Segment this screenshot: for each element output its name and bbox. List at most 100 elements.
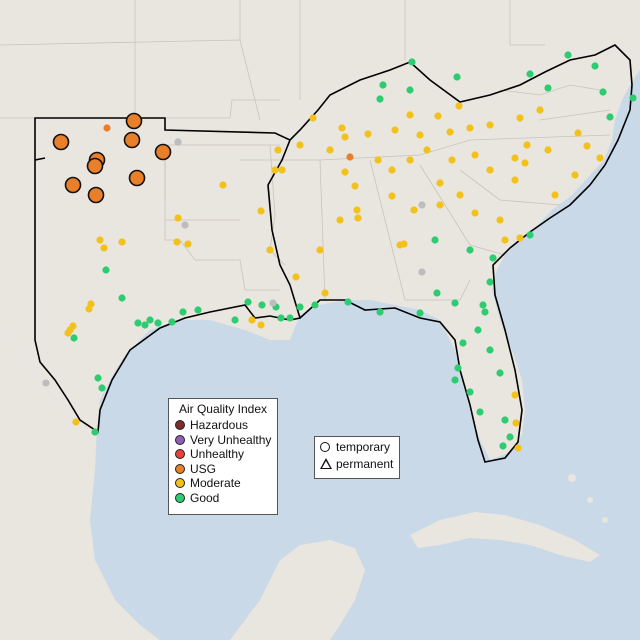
monitor-site-marker[interactable] [70, 334, 78, 342]
monitor-site-marker[interactable] [410, 206, 418, 214]
monitor-site-marker[interactable] [431, 236, 439, 244]
monitor-site-marker[interactable] [269, 299, 277, 307]
monitor-site-marker[interactable] [451, 299, 459, 307]
monitor-site-marker[interactable] [516, 114, 524, 122]
monitor-site-marker[interactable] [466, 246, 474, 254]
monitor-site-marker[interactable] [69, 322, 77, 330]
monitor-site-marker[interactable] [606, 113, 614, 121]
monitor-site-marker[interactable] [86, 157, 104, 175]
monitor-site-marker[interactable] [459, 339, 467, 347]
monitor-site-marker[interactable] [311, 301, 319, 309]
monitor-site-marker[interactable] [512, 419, 520, 427]
monitor-site-marker[interactable] [344, 298, 352, 306]
monitor-site-marker[interactable] [125, 112, 143, 130]
monitor-site-marker[interactable] [489, 254, 497, 262]
monitor-site-marker[interactable] [388, 192, 396, 200]
monitor-site-marker[interactable] [591, 62, 599, 70]
monitor-site-marker[interactable] [416, 309, 424, 317]
monitor-site-marker[interactable] [476, 408, 484, 416]
monitor-site-marker[interactable] [296, 141, 304, 149]
monitor-site-marker[interactable] [341, 168, 349, 176]
monitor-site-marker[interactable] [351, 182, 359, 190]
monitor-site-marker[interactable] [174, 138, 182, 146]
monitor-site-marker[interactable] [173, 238, 181, 246]
monitor-site-marker[interactable] [103, 124, 111, 132]
monitor-site-marker[interactable] [523, 141, 531, 149]
monitor-site-marker[interactable] [326, 146, 334, 154]
monitor-site-marker[interactable] [544, 146, 552, 154]
monitor-site-marker[interactable] [87, 186, 105, 204]
monitor-site-marker[interactable] [376, 95, 384, 103]
monitor-site-marker[interactable] [418, 268, 426, 276]
monitor-site-marker[interactable] [194, 306, 202, 314]
monitor-site-marker[interactable] [479, 301, 487, 309]
monitor-site-marker[interactable] [400, 240, 408, 248]
monitor-site-marker[interactable] [599, 88, 607, 96]
monitor-site-marker[interactable] [42, 379, 50, 387]
monitor-site-marker[interactable] [231, 316, 239, 324]
monitor-site-marker[interactable] [248, 316, 256, 324]
monitor-site-marker[interactable] [496, 216, 504, 224]
monitor-site-marker[interactable] [374, 156, 382, 164]
monitor-site-marker[interactable] [72, 418, 80, 426]
monitor-site-marker[interactable] [486, 346, 494, 354]
monitor-site-marker[interactable] [451, 376, 459, 384]
monitor-site-marker[interactable] [168, 318, 176, 326]
monitor-site-marker[interactable] [364, 130, 372, 138]
monitor-site-marker[interactable] [154, 319, 162, 327]
monitor-site-marker[interactable] [481, 308, 489, 316]
monitor-site-marker[interactable] [448, 156, 456, 164]
monitor-site-marker[interactable] [274, 146, 282, 154]
monitor-site-marker[interactable] [629, 94, 637, 102]
monitor-site-marker[interactable] [501, 416, 509, 424]
monitor-site-marker[interactable] [455, 102, 463, 110]
monitor-site-marker[interactable] [278, 166, 286, 174]
monitor-site-marker[interactable] [277, 314, 285, 322]
monitor-site-marker[interactable] [574, 129, 582, 137]
monitor-site-marker[interactable] [511, 391, 519, 399]
monitor-site-marker[interactable] [102, 266, 110, 274]
monitor-site-marker[interactable] [309, 114, 317, 122]
monitor-site-marker[interactable] [536, 106, 544, 114]
monitor-site-marker[interactable] [406, 156, 414, 164]
monitor-site-marker[interactable] [408, 58, 416, 66]
monitor-site-marker[interactable] [146, 316, 154, 324]
monitor-site-marker[interactable] [271, 166, 279, 174]
monitor-site-marker[interactable] [98, 384, 106, 392]
monitor-site-marker[interactable] [434, 112, 442, 120]
monitor-site-marker[interactable] [466, 124, 474, 132]
monitor-site-marker[interactable] [128, 169, 146, 187]
monitor-site-marker[interactable] [321, 289, 329, 297]
monitor-site-marker[interactable] [514, 444, 522, 452]
monitor-site-marker[interactable] [91, 428, 99, 436]
monitor-site-marker[interactable] [446, 128, 454, 136]
monitor-site-marker[interactable] [501, 236, 509, 244]
monitor-site-marker[interactable] [184, 240, 192, 248]
monitor-site-marker[interactable] [64, 176, 82, 194]
monitor-site-marker[interactable] [94, 374, 102, 382]
monitor-site-marker[interactable] [551, 191, 559, 199]
monitor-site-marker[interactable] [406, 86, 414, 94]
monitor-site-marker[interactable] [154, 143, 172, 161]
monitor-site-marker[interactable] [571, 171, 579, 179]
monitor-site-marker[interactable] [391, 126, 399, 134]
monitor-site-marker[interactable] [296, 303, 304, 311]
monitor-site-marker[interactable] [506, 433, 514, 441]
monitor-site-marker[interactable] [471, 151, 479, 159]
monitor-site-marker[interactable] [433, 289, 441, 297]
monitor-site-marker[interactable] [499, 442, 507, 450]
monitor-site-marker[interactable] [456, 191, 464, 199]
monitor-site-marker[interactable] [52, 133, 70, 151]
monitor-site-marker[interactable] [141, 321, 149, 329]
monitor-site-marker[interactable] [526, 231, 534, 239]
monitor-site-marker[interactable] [123, 131, 141, 149]
monitor-site-marker[interactable] [583, 142, 591, 150]
monitor-site-marker[interactable] [379, 81, 387, 89]
monitor-site-marker[interactable] [286, 314, 294, 322]
monitor-site-marker[interactable] [516, 234, 524, 242]
monitor-site-marker[interactable] [454, 364, 462, 372]
monitor-site-marker[interactable] [466, 388, 474, 396]
monitor-site-marker[interactable] [564, 51, 572, 59]
